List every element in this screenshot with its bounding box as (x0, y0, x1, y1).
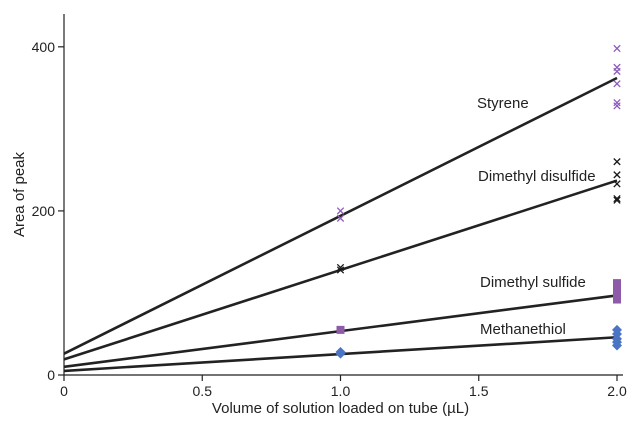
series-label-dimethyl-sulfide: Dimethyl sulfide (480, 274, 586, 291)
axes: 0 0.5 1.0 1.5 2.0 0 200 400 (32, 14, 627, 399)
point-styrene (336, 207, 345, 215)
x-tick-label: 1.5 (469, 383, 489, 399)
point-dimethyl-disulfide (613, 171, 621, 179)
point-dimethyl-disulfide (613, 180, 621, 188)
series-label-dimethyl-disulfide: Dimethyl disulfide (478, 168, 596, 185)
series-labels: Styrene Dimethyl disulfide Dimethyl sulfid… (477, 95, 596, 338)
point-dimethyl-sulfide (613, 286, 621, 295)
point-methanethiol (612, 340, 622, 351)
point-dimethyl-disulfide (613, 158, 621, 166)
point-dimethyl-sulfide (336, 325, 345, 334)
point-dimethyl-disulfide (336, 263, 345, 272)
y-tick-label: 400 (32, 39, 56, 55)
series-label-styrene: Styrene (477, 95, 529, 112)
point-styrene (613, 44, 621, 53)
x-tick-label: 0.5 (193, 383, 213, 399)
y-tick-label: 200 (32, 203, 56, 219)
x-tick-label: 2.0 (607, 383, 627, 399)
point-styrene (613, 102, 621, 110)
y-axis-title: Area of peak (11, 151, 28, 237)
point-styrene (336, 214, 345, 222)
point-dimethyl-disulfide (613, 194, 621, 203)
point-styrene (613, 98, 621, 107)
point-dimethyl-disulfide (336, 266, 345, 274)
x-tick-label: 1.0 (331, 383, 351, 399)
point-methanethiol (335, 348, 346, 359)
point-dimethyl-sulfide (613, 279, 621, 288)
x-axis-title: Volume of solution loaded on tube (µL) (212, 400, 469, 417)
point-dimethyl-sulfide (613, 295, 621, 304)
point-dimethyl-disulfide (613, 196, 621, 204)
series-label-methanethiol: Methanethiol (480, 321, 566, 338)
x-tick-label: 0 (60, 383, 68, 399)
point-styrene (613, 67, 621, 76)
data-points (335, 44, 622, 359)
y-tick-label: 0 (47, 367, 55, 383)
fit-line-styrene (63, 76, 618, 355)
point-styrene (613, 80, 621, 88)
